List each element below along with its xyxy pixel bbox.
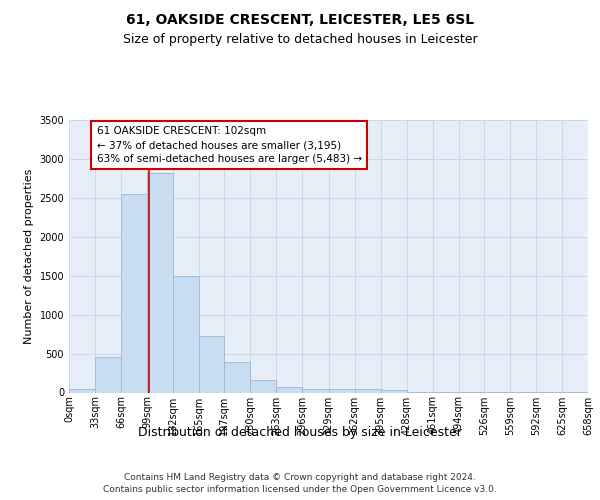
Text: Contains HM Land Registry data © Crown copyright and database right 2024.: Contains HM Land Registry data © Crown c… [124, 472, 476, 482]
Bar [95, 356, 121, 392]
Y-axis label: Number of detached properties: Number of detached properties [24, 168, 34, 344]
Bar [355, 388, 380, 392]
Bar [69, 389, 95, 392]
Bar [329, 388, 355, 392]
Bar [199, 336, 224, 392]
Text: Contains public sector information licensed under the Open Government Licence v3: Contains public sector information licen… [103, 485, 497, 494]
Text: 61 OAKSIDE CRESCENT: 102sqm
← 37% of detached houses are smaller (3,195)
63% of : 61 OAKSIDE CRESCENT: 102sqm ← 37% of det… [97, 126, 362, 164]
Text: Size of property relative to detached houses in Leicester: Size of property relative to detached ho… [122, 32, 478, 46]
Text: Distribution of detached houses by size in Leicester: Distribution of detached houses by size … [138, 426, 462, 439]
Bar [224, 362, 250, 392]
Bar [380, 390, 407, 392]
Bar [147, 173, 173, 392]
Bar [277, 386, 302, 392]
Text: 61, OAKSIDE CRESCENT, LEICESTER, LE5 6SL: 61, OAKSIDE CRESCENT, LEICESTER, LE5 6SL [126, 12, 474, 26]
Bar [121, 194, 147, 392]
Bar [302, 388, 329, 392]
Bar [173, 276, 199, 392]
Bar [250, 380, 277, 392]
